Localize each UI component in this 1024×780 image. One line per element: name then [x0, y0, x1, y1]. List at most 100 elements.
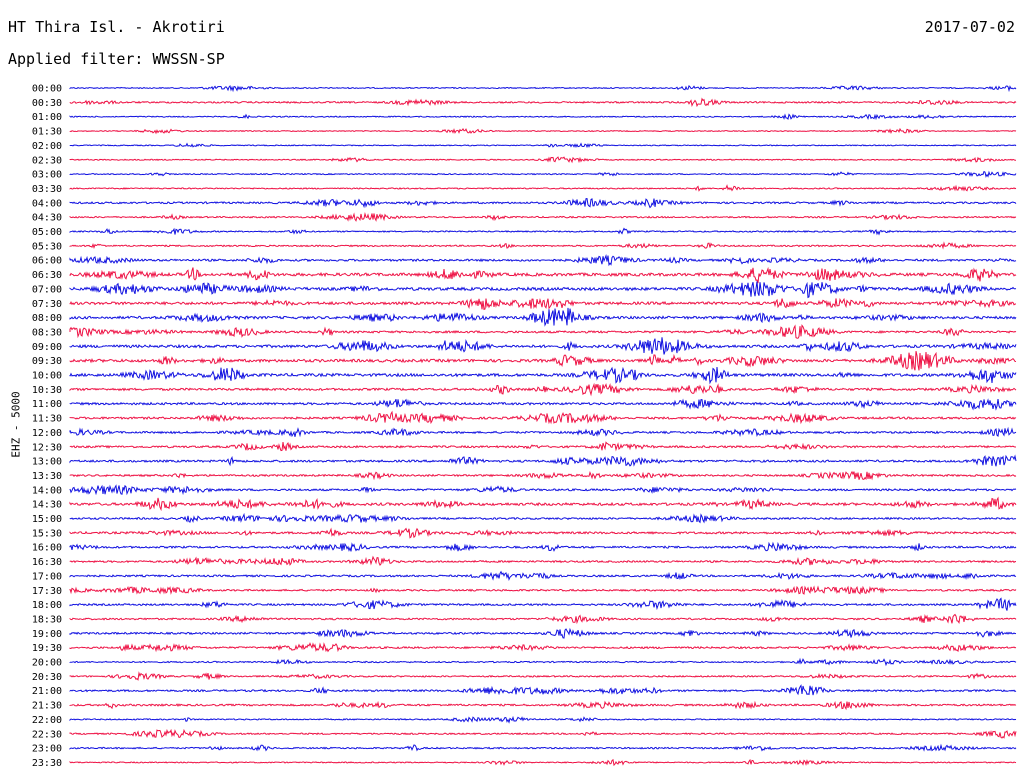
seismic-trace [69, 142, 1017, 149]
seismic-trace [69, 324, 1017, 339]
trace-time-label: 22:00 [32, 715, 62, 726]
trace-time-label: 01:30 [32, 127, 62, 138]
seismic-trace [69, 642, 1017, 653]
seismic-trace [69, 470, 1017, 481]
trace-time-label: 12:30 [32, 442, 62, 453]
trace-time-label: 21:30 [32, 701, 62, 712]
seismic-trace [69, 728, 1017, 739]
trace-time-label: 02:30 [32, 155, 62, 166]
seismic-trace [69, 307, 1017, 327]
seismic-trace [69, 337, 1017, 355]
trace-time-label: 04:30 [32, 213, 62, 224]
trace-time-label: 02:00 [32, 141, 62, 152]
trace-time-label: 17:30 [32, 586, 62, 597]
seismic-trace [69, 700, 1017, 711]
trace-time-label: 06:30 [32, 270, 62, 281]
trace-time-label: 07:30 [32, 299, 62, 310]
seismic-trace [69, 426, 1017, 438]
seismic-trace [69, 97, 1017, 108]
trace-time-label: 13:30 [32, 471, 62, 482]
seismic-trace [69, 170, 1017, 178]
trace-time-label: 20:30 [32, 672, 62, 683]
trace-time-label: 07:00 [32, 284, 62, 295]
seismic-trace [69, 715, 1017, 724]
seismic-trace [69, 555, 1017, 567]
seismic-trace [69, 512, 1017, 524]
seismic-trace [69, 684, 1017, 696]
trace-time-label: 08:30 [32, 327, 62, 338]
station-title: HT Thira Isl. - Akrotiri [8, 18, 225, 36]
seismic-trace [69, 541, 1017, 552]
trace-time-label: 03:30 [32, 184, 62, 195]
trace-time-label: 18:30 [32, 614, 62, 625]
trace-time-label: 23:00 [32, 744, 62, 755]
seismic-trace [69, 113, 1017, 121]
trace-time-label: 09:00 [32, 342, 62, 353]
trace-time-label: 13:00 [32, 457, 62, 468]
seismic-trace [69, 585, 1017, 595]
seismic-trace [69, 410, 1017, 425]
seismic-trace [69, 398, 1017, 411]
trace-time-label: 00:00 [32, 84, 62, 95]
seismic-trace [69, 227, 1017, 236]
seismic-trace [69, 484, 1017, 496]
trace-time-label: 16:00 [32, 543, 62, 554]
seismic-trace [69, 657, 1017, 667]
seismic-trace [69, 241, 1017, 250]
trace-time-label: 11:30 [32, 414, 62, 425]
seismic-trace [69, 211, 1017, 222]
seismic-trace [69, 743, 1017, 752]
seismic-trace [69, 297, 1017, 311]
seismic-trace [69, 758, 1017, 767]
trace-time-label: 05:00 [32, 227, 62, 238]
trace-time-label: 21:00 [32, 686, 62, 697]
trace-time-label: 04:00 [32, 198, 62, 209]
seismic-trace [69, 351, 1017, 371]
trace-time-label: 18:00 [32, 600, 62, 611]
seismic-trace [69, 671, 1017, 681]
trace-time-label: 01:00 [32, 112, 62, 123]
trace-time-label: 03:00 [32, 170, 62, 181]
seismic-trace [69, 613, 1017, 625]
seismic-trace [69, 156, 1017, 164]
seismic-trace [69, 281, 1017, 299]
trace-time-label: 23:30 [32, 758, 62, 769]
recording-date: 2017-07-02 [924, 18, 1015, 36]
trace-time-label: 11:00 [32, 399, 62, 410]
seismic-trace [69, 197, 1017, 209]
seismic-trace [69, 184, 1017, 192]
trace-time-label: 22:30 [32, 729, 62, 740]
trace-time-label: 05:30 [32, 241, 62, 252]
seismic-trace [69, 597, 1017, 611]
seismic-trace [69, 382, 1017, 397]
trace-time-label: 19:30 [32, 643, 62, 654]
trace-time-label: 17:00 [32, 571, 62, 582]
seismic-trace [69, 496, 1017, 512]
trace-time-label: 20:00 [32, 658, 62, 669]
seismic-trace [69, 454, 1017, 467]
seismic-trace [69, 366, 1017, 385]
trace-time-label: 14:30 [32, 500, 62, 511]
trace-time-label: 19:00 [32, 629, 62, 640]
seismic-trace [69, 441, 1017, 452]
trace-time-label: 16:30 [32, 557, 62, 568]
seismic-trace [69, 570, 1017, 581]
trace-time-label: 08:00 [32, 313, 62, 324]
seismic-trace [69, 254, 1017, 267]
trace-time-label: 12:00 [32, 428, 62, 439]
trace-time-label: 09:30 [32, 356, 62, 367]
seismic-trace [69, 527, 1017, 539]
trace-time-label: 00:30 [32, 98, 62, 109]
filter-label: Applied filter: WWSSN-SP [8, 50, 225, 68]
seismic-trace [69, 127, 1017, 135]
trace-time-label: 10:00 [32, 371, 62, 382]
trace-time-label: 06:00 [32, 256, 62, 267]
trace-time-label: 14:00 [32, 485, 62, 496]
trace-time-label: 15:30 [32, 528, 62, 539]
seismic-trace [69, 627, 1017, 639]
trace-time-label: 15:00 [32, 514, 62, 525]
trace-time-label: 10:30 [32, 385, 62, 396]
seismic-trace [69, 84, 1017, 93]
seismic-trace [69, 266, 1017, 284]
